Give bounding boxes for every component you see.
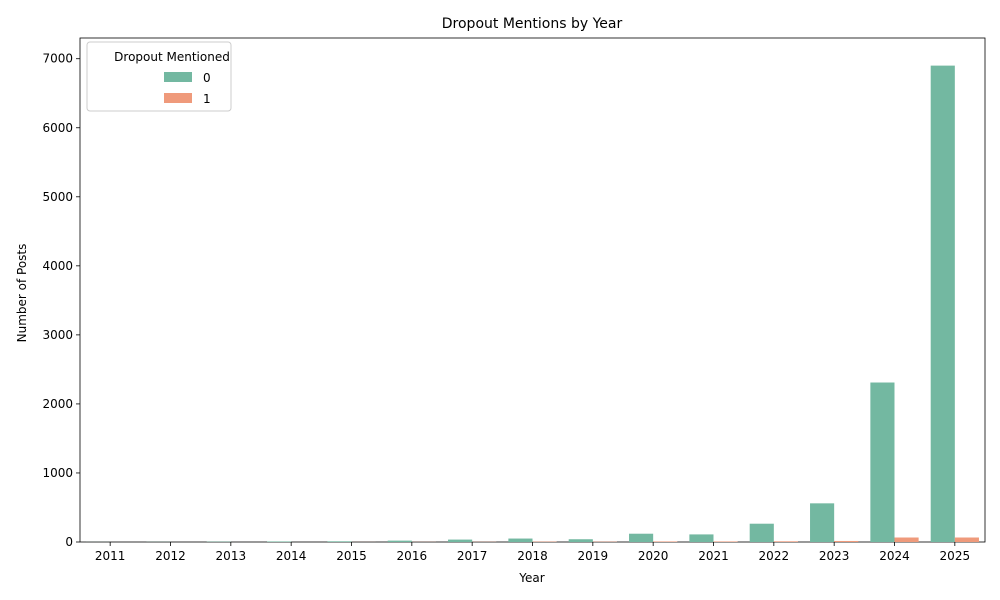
legend-box [86, 41, 232, 112]
bar-1-2022 [773, 541, 798, 542]
y-tick-label: 3000 [42, 328, 73, 342]
bar-1-2024 [894, 537, 919, 542]
x-tick-label: 2018 [517, 549, 548, 563]
legend-swatch-0 [164, 72, 192, 82]
x-tick-label: 2022 [759, 549, 790, 563]
bar-0-2023 [810, 503, 835, 542]
bar-0-2015 [327, 541, 352, 542]
legend: Dropout Mentioned 0 1 [86, 41, 232, 112]
x-tick-label: 2023 [819, 549, 850, 563]
bar-0-2025 [930, 65, 955, 542]
legend-swatch-1 [164, 93, 192, 103]
bars-group [86, 65, 979, 542]
x-tick-label: 2013 [216, 549, 247, 563]
legend-label-0: 0 [203, 71, 211, 85]
bar-1-2025 [954, 537, 979, 542]
bar-0-2018 [508, 538, 533, 542]
bar-0-2024 [870, 382, 895, 542]
y-tick-label: 1000 [42, 466, 73, 480]
y-tick-label: 4000 [42, 259, 73, 273]
bar-1-2021 [713, 541, 738, 542]
x-axis: 2011 2012 2013 2014 2015 2016 2017 2018 2019 2020… [95, 542, 970, 563]
bar-0-2021 [689, 534, 714, 542]
x-tick-label: 2016 [397, 549, 428, 563]
plot-frame [79, 37, 986, 543]
bar-0-2014 [267, 541, 292, 542]
y-tick-label: 6000 [42, 121, 73, 135]
bar-1-2020 [653, 541, 678, 542]
x-tick-label: 2024 [879, 549, 910, 563]
legend-title: Dropout Mentioned [114, 50, 230, 64]
chart-title: Dropout Mentions by Year [442, 16, 623, 32]
y-tick-label: 5000 [42, 190, 73, 204]
bar-1-2023 [834, 540, 859, 542]
bar-0-2017 [448, 539, 473, 542]
x-tick-label: 2019 [578, 549, 609, 563]
y-tick-label: 0 [65, 535, 73, 549]
x-tick-label: 2025 [940, 549, 971, 563]
legend-label-1: 1 [203, 92, 211, 106]
plot-area [79, 37, 986, 543]
x-tick-label: 2015 [336, 549, 367, 563]
bar-0-2020 [629, 533, 654, 542]
y-tick-label: 2000 [42, 397, 73, 411]
x-tick-label: 2017 [457, 549, 488, 563]
x-tick-label: 2021 [698, 549, 729, 563]
x-tick-label: 2014 [276, 549, 307, 563]
bar-0-2016 [387, 540, 412, 542]
x-tick-label: 2012 [155, 549, 186, 563]
bar-0-2019 [568, 539, 593, 542]
bar-0-2022 [749, 523, 774, 542]
x-axis-label: Year [518, 571, 544, 585]
y-axis: 0 1000 2000 3000 4000 5000 6000 7000 [42, 52, 80, 549]
y-axis-label: Number of Posts [15, 244, 29, 343]
y-tick-label: 7000 [42, 52, 73, 66]
x-tick-label: 2011 [95, 549, 126, 563]
x-tick-label: 2020 [638, 549, 669, 563]
